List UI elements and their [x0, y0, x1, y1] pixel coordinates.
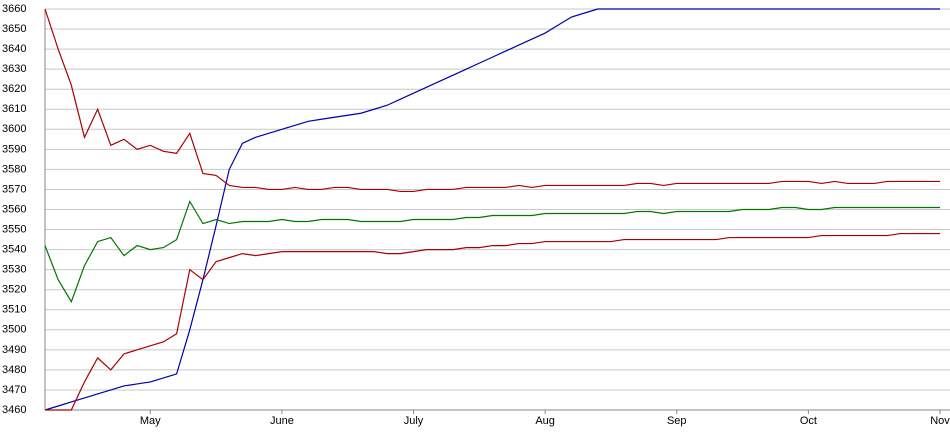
y-tick-label: 3540	[2, 244, 26, 256]
y-tick-label: 3460	[2, 404, 26, 416]
line-series	[44, 200, 940, 304]
y-tick-label: 3470	[2, 384, 26, 396]
line-series	[44, 8, 940, 411]
x-tick-label: Sep	[667, 415, 687, 427]
y-tick-label: 3510	[2, 304, 26, 316]
y-tick-label: 3560	[2, 203, 26, 215]
y-tick-label: 3640	[2, 43, 26, 55]
y-tick-label: 3530	[2, 264, 26, 276]
x-tick-label: Oct	[800, 415, 817, 427]
x-tick-label: Nov	[930, 415, 950, 427]
y-tick-label: 3570	[2, 183, 26, 195]
y-tick-label: 3490	[2, 344, 26, 356]
x-tick-label: Aug	[535, 415, 555, 427]
x-tick-label: May	[140, 415, 161, 427]
y-tick-label: 3500	[2, 324, 26, 336]
y-tick-label: 3590	[2, 143, 26, 155]
line-series	[44, 8, 940, 193]
y-tick-label: 3580	[2, 163, 26, 175]
y-tick-label: 3610	[2, 103, 26, 115]
y-tick-label: 3650	[2, 23, 26, 35]
y-tick-label: 3630	[2, 63, 26, 75]
x-tick-label: July	[404, 415, 424, 427]
y-tick-label: 3620	[2, 83, 26, 95]
x-tick-label: June	[270, 415, 294, 427]
y-tick-label: 3480	[2, 364, 26, 376]
y-tick-label: 3520	[2, 284, 26, 296]
y-tick-label: 3550	[2, 223, 26, 235]
line-series	[45, 232, 940, 411]
y-tick-label: 3600	[2, 123, 26, 135]
y-tick-label: 3660	[2, 3, 26, 15]
